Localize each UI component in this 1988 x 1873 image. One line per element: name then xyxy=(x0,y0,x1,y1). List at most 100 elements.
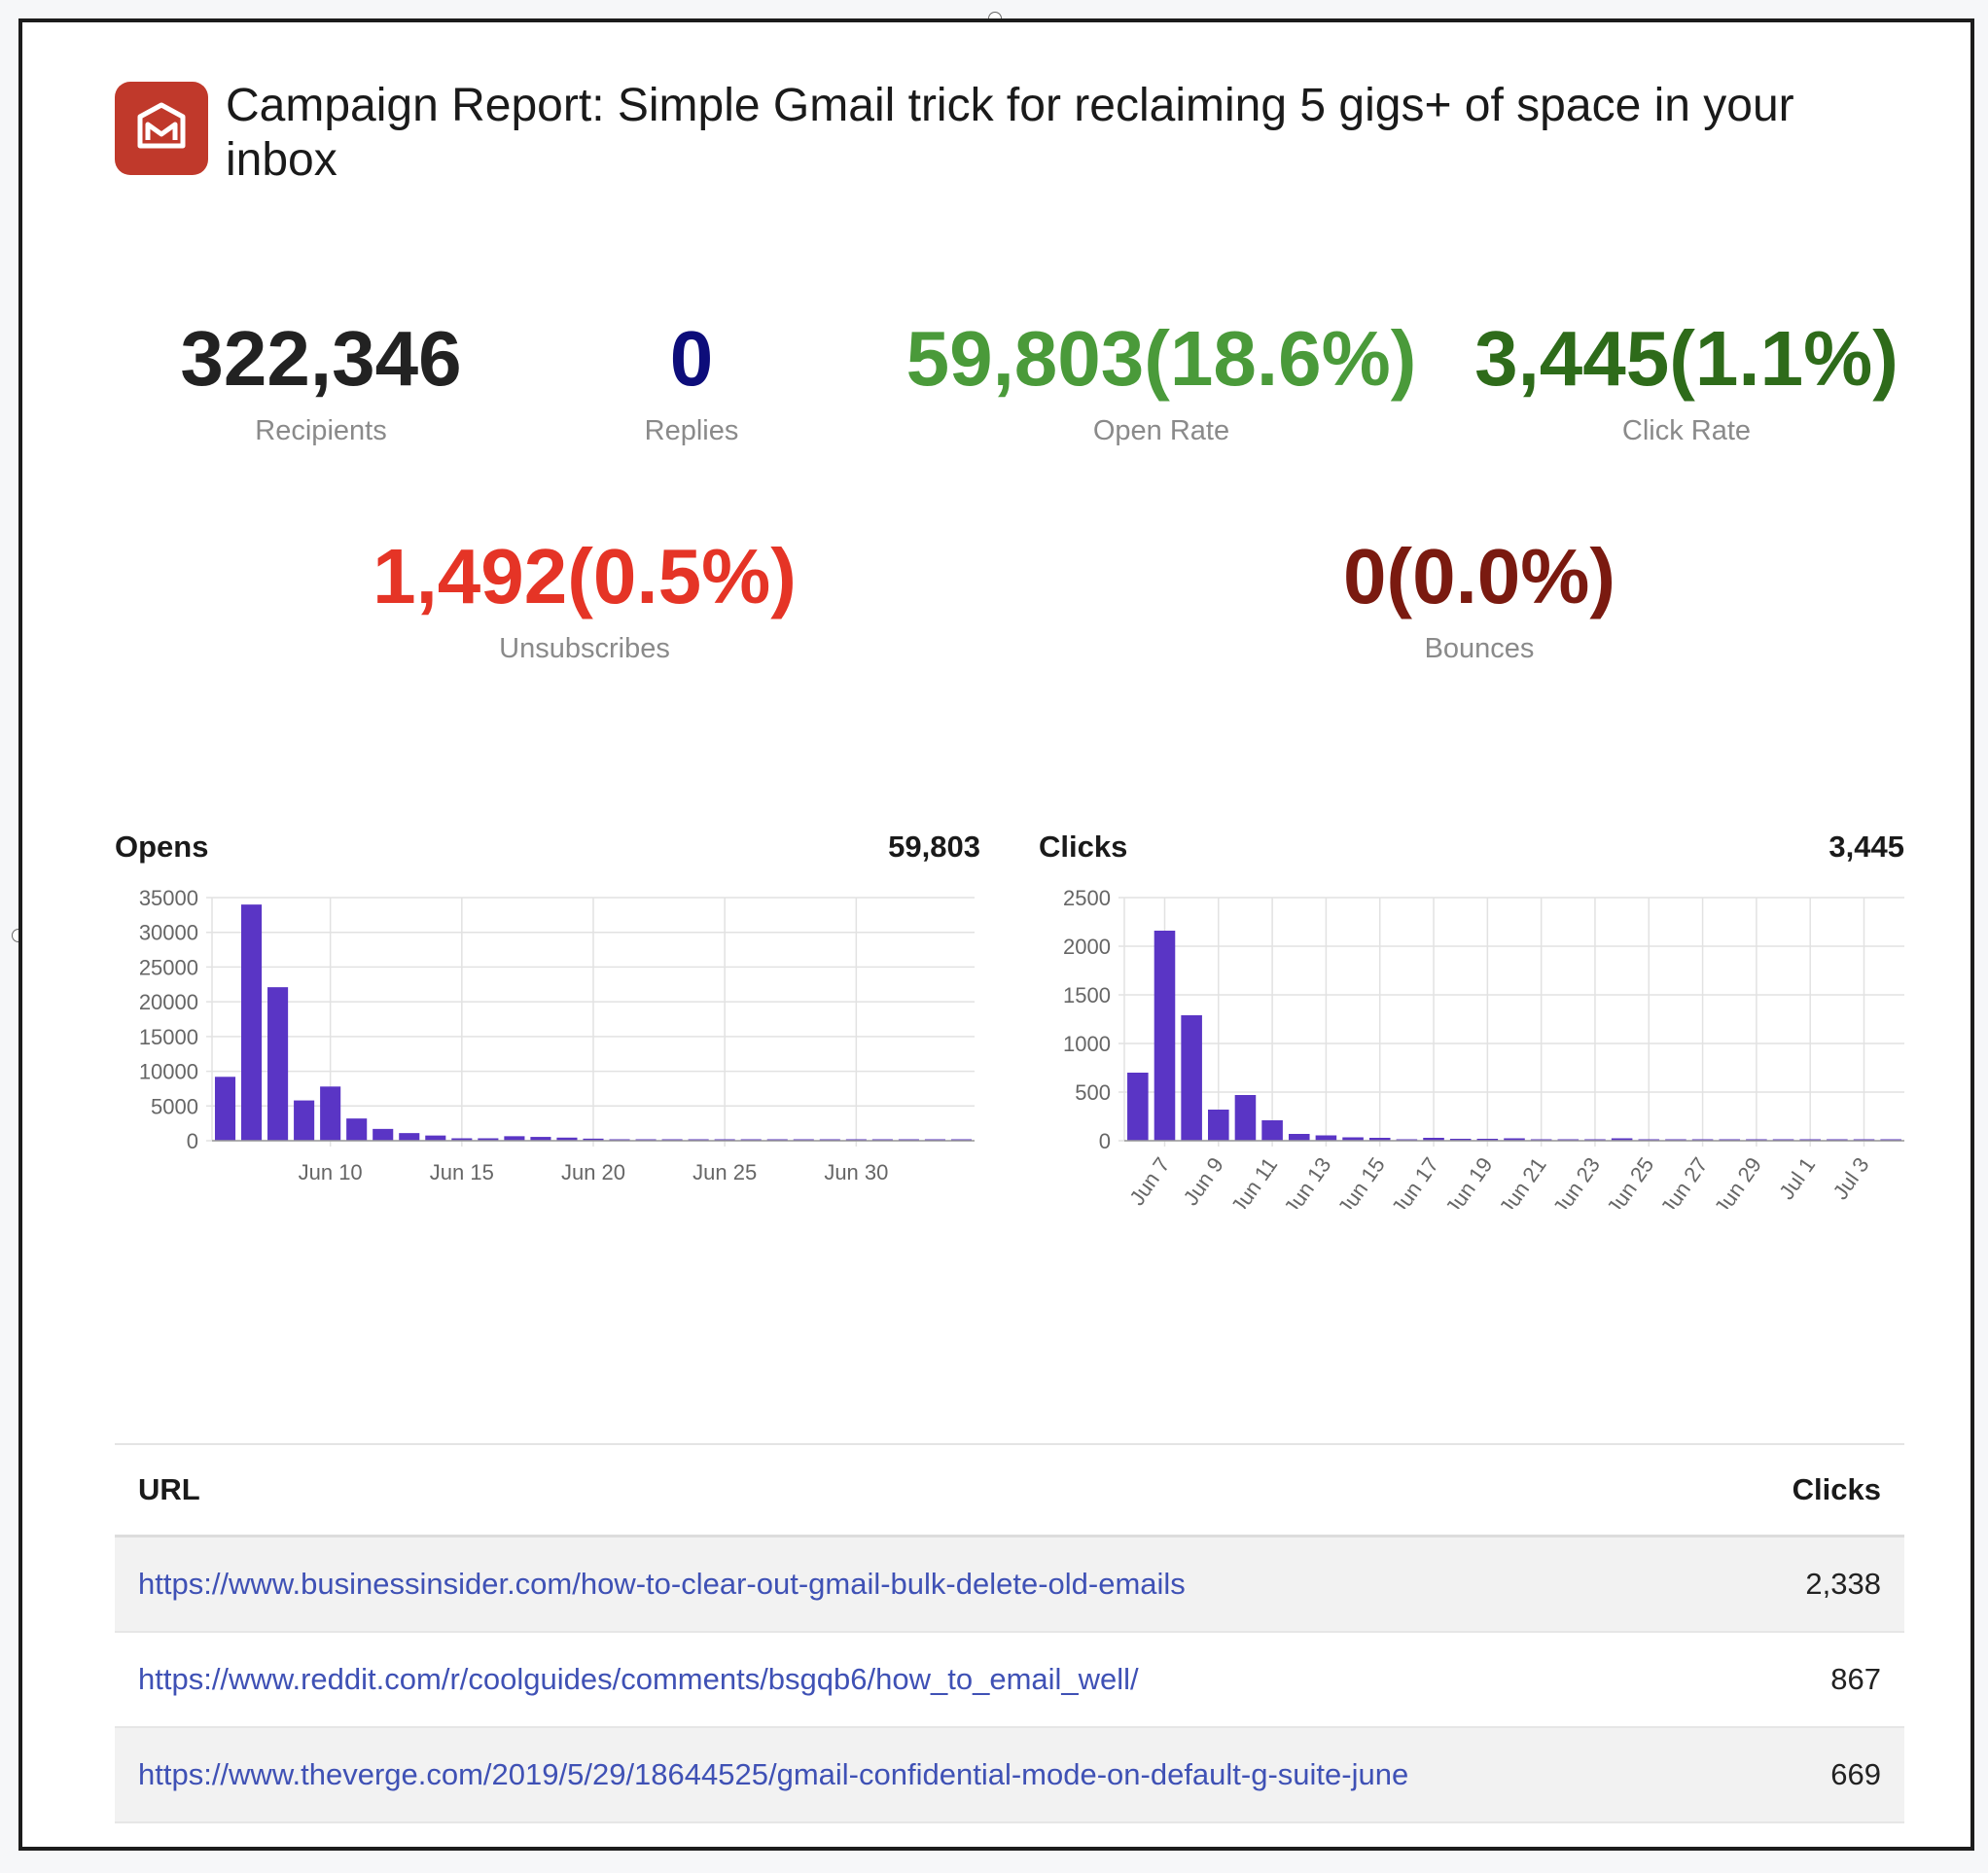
bar xyxy=(478,1138,499,1141)
clicks-chart-panel: Clicks 3,445 2500 2000 1500 1000 500 0 Jun 7 Ju… xyxy=(1039,830,1904,1209)
y-tick-label: 500 xyxy=(1075,1080,1111,1105)
bar xyxy=(346,1118,368,1141)
x-tick-label: Jun 20 xyxy=(561,1160,625,1184)
x-tick-label: Jun 25 xyxy=(1602,1153,1658,1209)
x-tick-label: Jun 15 xyxy=(430,1160,494,1184)
x-tick-label: Jun 17 xyxy=(1387,1153,1443,1209)
y-tick-label: 30000 xyxy=(139,921,198,945)
x-tick-label: Jun 7 xyxy=(1124,1153,1174,1209)
bar xyxy=(1208,1110,1229,1141)
column-header-url: URL xyxy=(138,1472,200,1506)
mailmeteor-logo-icon xyxy=(115,82,208,175)
x-tick-label: Jul 3 xyxy=(1828,1153,1873,1204)
bar xyxy=(1288,1134,1310,1141)
report-header: Campaign Report: Simple Gmail trick for … xyxy=(115,59,1904,188)
table-body: https://www.businessinsider.com/how-to-c… xyxy=(115,1537,1904,1823)
url-clicks-table: URL Clicks https://www.businessinsider.c… xyxy=(115,1443,1904,1823)
clicks-chart-header: Clicks 3,445 xyxy=(1039,830,1904,865)
x-tick-label: Jun 10 xyxy=(299,1160,363,1184)
bar xyxy=(1181,1015,1202,1141)
url-link[interactable]: https://www.reddit.com/r/coolguides/comm… xyxy=(138,1662,1139,1696)
bar xyxy=(267,987,289,1141)
row-clicks: 867 xyxy=(1830,1662,1881,1696)
opens-chart-panel: Opens 59,803 35000 30000 25000 20000 15000 10… xyxy=(115,830,980,1184)
stat-label: Recipients xyxy=(255,415,387,446)
stat-value: 0(0.0%) xyxy=(1342,533,1616,619)
bar xyxy=(1368,1138,1391,1141)
stat-value: 59,803(18.6%) xyxy=(905,315,1417,402)
column-header-clicks: Clicks xyxy=(1792,1472,1881,1506)
clicks-chart-title: Clicks xyxy=(1039,830,1128,864)
bar xyxy=(320,1086,341,1141)
y-tick-label: 1500 xyxy=(1063,983,1111,1007)
campaign-report-card: Campaign Report: Simple Gmail trick for … xyxy=(115,59,1904,1823)
y-tick-label: 0 xyxy=(1099,1129,1111,1153)
x-tick-label: Jun 21 xyxy=(1494,1153,1550,1209)
y-tick-label: 10000 xyxy=(139,1060,198,1084)
table-row: https://www.reddit.com/r/coolguides/comm… xyxy=(115,1633,1904,1728)
bar xyxy=(214,1077,236,1141)
bar xyxy=(399,1133,420,1141)
x-tick-label: Jun 27 xyxy=(1655,1153,1712,1209)
bar xyxy=(373,1128,394,1141)
bar xyxy=(1154,931,1176,1141)
stat-replies: 0 Replies xyxy=(645,312,739,447)
stat-label: Click Rate xyxy=(1621,415,1752,446)
x-tick-label: Jun 15 xyxy=(1332,1153,1389,1209)
y-tick-label: 20000 xyxy=(139,990,198,1014)
y-tick-label: 35000 xyxy=(139,888,198,910)
stat-value: 3,445(1.1%) xyxy=(1474,315,1899,402)
x-tick-label: Jun 25 xyxy=(692,1160,757,1184)
bar xyxy=(1449,1139,1472,1141)
y-tick-label: 5000 xyxy=(151,1094,198,1118)
opens-chart-total: 59,803 xyxy=(888,830,980,864)
bar xyxy=(294,1100,315,1141)
report-frame: Campaign Report: Simple Gmail trick for … xyxy=(18,18,1974,1851)
table-header: URL Clicks xyxy=(115,1443,1904,1537)
bar xyxy=(1234,1095,1257,1141)
table-row: https://www.businessinsider.com/how-to-c… xyxy=(115,1537,1904,1633)
row-clicks: 669 xyxy=(1830,1757,1881,1791)
x-tick-label: Jul 1 xyxy=(1774,1153,1820,1204)
stat-value: 322,346 xyxy=(180,315,462,402)
stat-label: Replies xyxy=(644,415,739,446)
bar xyxy=(1504,1138,1525,1141)
bar xyxy=(530,1137,551,1141)
bar xyxy=(504,1136,525,1141)
x-tick-label: Jun 9 xyxy=(1179,1153,1228,1209)
x-tick-label: Jun 19 xyxy=(1440,1153,1497,1209)
y-tick-label: 0 xyxy=(187,1129,198,1153)
bar xyxy=(1127,1073,1149,1141)
y-tick-label: 2500 xyxy=(1063,888,1111,910)
opens-chart-header: Opens 59,803 xyxy=(115,830,980,865)
bar xyxy=(451,1138,473,1141)
stat-value: 1,492(0.5%) xyxy=(373,533,797,619)
x-tick-label: Jun 13 xyxy=(1279,1153,1335,1209)
y-tick-label: 15000 xyxy=(139,1025,198,1049)
y-tick-label: 1000 xyxy=(1063,1032,1111,1056)
bar xyxy=(1261,1120,1283,1141)
bar xyxy=(1315,1135,1337,1141)
bar xyxy=(583,1138,604,1141)
report-title: Campaign Report: Simple Gmail trick for … xyxy=(226,80,1794,186)
clicks-chart-total: 3,445 xyxy=(1828,830,1904,864)
bar xyxy=(556,1137,578,1141)
x-tick-label: Jun 29 xyxy=(1710,1153,1766,1209)
bar xyxy=(241,904,263,1141)
bar xyxy=(1476,1139,1499,1141)
stat-value: 0 xyxy=(669,315,714,402)
bar xyxy=(1423,1138,1444,1141)
row-clicks: 2,338 xyxy=(1805,1567,1881,1601)
table-row: https://www.theverge.com/2019/5/29/18644… xyxy=(115,1728,1904,1823)
bar xyxy=(425,1135,446,1141)
y-tick-label: 25000 xyxy=(139,955,198,979)
stat-recipients: 322,346 Recipients xyxy=(180,312,461,447)
url-link[interactable]: https://www.businessinsider.com/how-to-c… xyxy=(138,1567,1186,1601)
bar xyxy=(1342,1137,1364,1141)
stat-label: Unsubscribes xyxy=(499,633,670,664)
url-link[interactable]: https://www.theverge.com/2019/5/29/18644… xyxy=(138,1757,1409,1791)
stat-open-rate: 59,803(18.6%) Open Rate xyxy=(906,312,1417,447)
x-tick-label: Jun 11 xyxy=(1226,1153,1282,1209)
opens-chart-title: Opens xyxy=(115,830,209,864)
